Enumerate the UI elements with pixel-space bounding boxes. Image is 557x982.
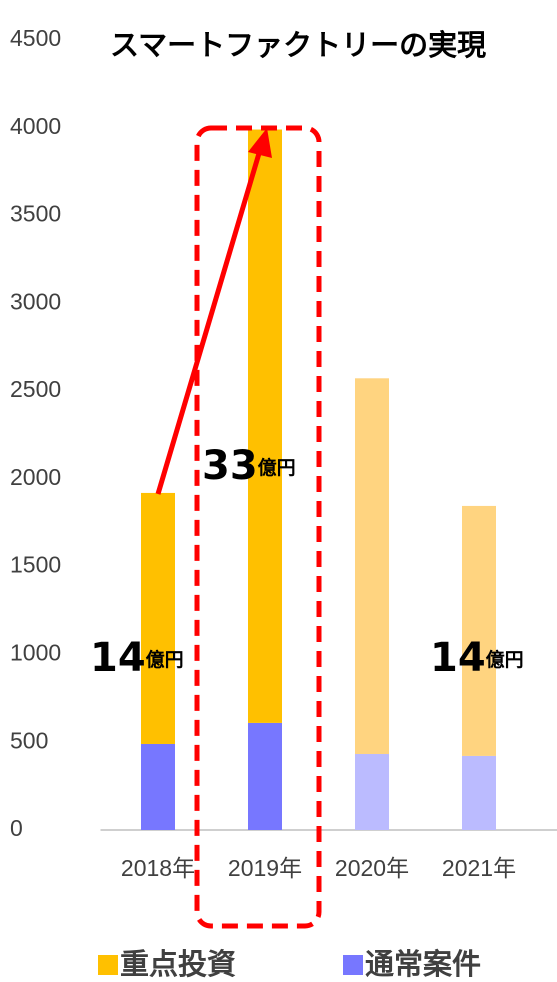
y-tick-label: 3000 [10, 288, 61, 314]
annotation-unit: 億円 [146, 648, 184, 671]
annotation-number: 14 [430, 635, 486, 681]
annotation: 14億円 [90, 635, 184, 681]
x-tick-label: 2021年 [442, 855, 516, 881]
y-tick-label: 4500 [10, 25, 61, 51]
legend-swatch [98, 955, 118, 975]
chart-title: スマートファクトリーの実現 [110, 28, 486, 62]
y-tick-label: 2500 [10, 376, 61, 402]
y-tick-label: 1000 [10, 640, 61, 666]
bar-segment [248, 129, 282, 723]
annotation-unit: 億円 [486, 648, 524, 671]
y-tick-label: 500 [10, 727, 48, 753]
y-tick-label: 0 [10, 815, 23, 841]
x-tick-label: 2019年 [228, 855, 302, 881]
arrow [155, 149, 263, 495]
arrowhead [248, 128, 272, 158]
legend-swatch [343, 955, 363, 975]
bar-segment [141, 492, 175, 744]
legend-label: 通常案件 [365, 947, 481, 981]
x-tick-label: 2018年 [121, 855, 195, 881]
bar-segment [355, 753, 389, 830]
bar-segment [462, 505, 496, 756]
bar-segment [248, 722, 282, 830]
x-tick-label: 2020年 [335, 855, 409, 881]
y-tick-label: 1500 [10, 552, 61, 578]
annotation-number: 14 [90, 635, 146, 681]
highlight-box [194, 125, 322, 929]
annotation: 14億円 [430, 635, 524, 681]
bar-segment [141, 743, 175, 830]
bar-segment [355, 378, 389, 754]
annotation: 33億円 [202, 443, 296, 489]
legend-label: 重点投資 [120, 947, 236, 981]
plot: 0 500 1000 1500 2000 2500 3000 3500 4000 4500 2018… [10, 25, 557, 981]
y-tick-label: 3500 [10, 201, 61, 227]
y-tick-label: 4000 [10, 113, 61, 139]
annotation-number: 33 [202, 443, 258, 489]
y-tick-label: 2000 [10, 464, 61, 490]
annotation-unit: 億円 [258, 456, 296, 479]
bar-segment [462, 755, 496, 830]
